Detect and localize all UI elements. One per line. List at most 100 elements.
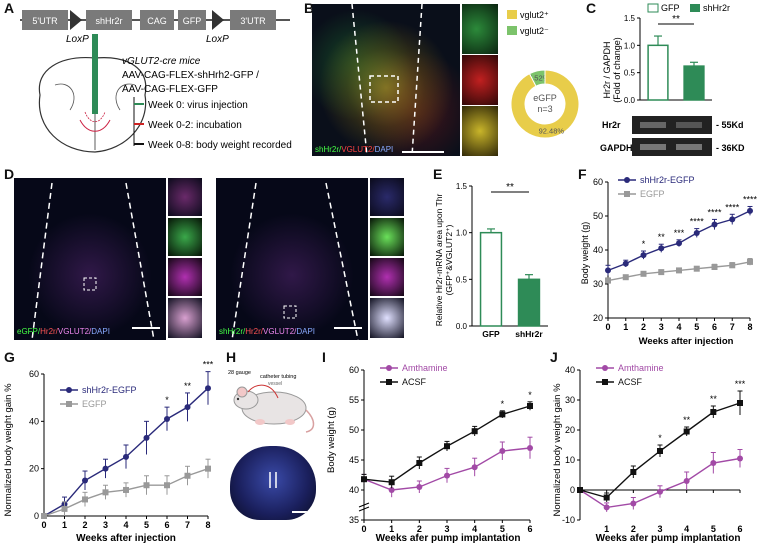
x-tick-label: 3	[657, 524, 662, 534]
data-point	[416, 460, 423, 466]
x-tick-label: 6	[164, 520, 169, 530]
virus-label-1: AAV-CAG-FLEX-shHrh2-GFP /	[122, 70, 259, 81]
panel-label-b: B	[304, 0, 315, 16]
y-tick-label: 1.0	[624, 41, 636, 50]
y-tick-label: 60	[349, 365, 359, 375]
panel-f-chart: Body weight (g) Weeks after injection 20…	[580, 175, 758, 347]
data-point	[657, 448, 663, 454]
stain-label: VGLUT2/	[341, 145, 375, 154]
significance-marker: *	[658, 433, 662, 443]
data-point	[676, 267, 682, 274]
data-point	[676, 240, 682, 247]
data-point	[657, 488, 663, 495]
zoom-box	[369, 75, 399, 103]
data-point	[640, 252, 647, 259]
significance-marker: **	[658, 232, 666, 242]
significance-marker: ****	[743, 194, 758, 204]
bar	[683, 65, 705, 101]
data-point	[388, 487, 395, 493]
legend-label: shHr2r-EGFP	[82, 385, 137, 395]
data-point	[737, 400, 743, 406]
data-point	[640, 270, 647, 277]
y-tick-label: 50	[593, 211, 603, 221]
data-point	[630, 500, 637, 507]
data-point	[164, 482, 170, 489]
y-tick-label: 10	[565, 455, 575, 465]
stain-label: eGFP/	[17, 327, 41, 336]
y-tick-label: 0.0	[624, 96, 636, 105]
y-tick-label: 20	[593, 313, 603, 323]
construct-label: CAG	[147, 16, 167, 26]
blot-label: Hr2r	[602, 120, 621, 130]
x-axis-label: Weeks after injection	[76, 533, 176, 544]
y-tick-label: 40	[349, 485, 359, 495]
tubing-label: catheter tubing	[260, 374, 296, 380]
x-tick-label: 5	[144, 520, 149, 530]
data-point	[471, 428, 478, 435]
data-point	[747, 258, 753, 265]
x-tick-label: 3	[444, 524, 449, 534]
data-point	[693, 230, 700, 236]
x-tick-label: 1	[389, 524, 394, 534]
construct-5utr	[22, 10, 68, 30]
x-tick-label: 4	[684, 524, 689, 534]
stain-label: Hr2r/	[40, 327, 58, 336]
loxp-arrow-right	[212, 10, 224, 30]
legend-marker	[624, 191, 630, 197]
panel-d-micrograph-left: eGFP/Hr2r/VGLUT2/DAPI	[14, 178, 166, 340]
x-tick-label: 7	[730, 322, 735, 332]
data-point	[82, 496, 88, 503]
panel-d-micrograph-right: shHr2r/Hr2r/VGLUT2/DAPI	[216, 178, 368, 340]
axis-break	[358, 506, 370, 512]
data-point	[710, 409, 717, 415]
stain-label: VGLUT2/	[57, 327, 92, 336]
panel-label-h: H	[226, 349, 237, 365]
data-point	[658, 245, 665, 252]
data-point	[605, 267, 611, 274]
legend-label: EGFP	[640, 189, 665, 199]
panel-d-inset	[168, 298, 202, 338]
panel-g-chart: Normalized body weight gain % Weeks afte…	[3, 360, 214, 544]
legend-label: vglut2⁻	[520, 26, 549, 36]
virus-label-2: AAV-CAG-FLEX-GFP	[122, 84, 218, 95]
construct-label: 5'UTR	[32, 16, 58, 26]
legend-marker	[66, 387, 72, 393]
y-tick-label: 60	[29, 369, 39, 379]
data-point	[82, 477, 88, 484]
data-point	[605, 277, 611, 284]
legend-swatch	[507, 26, 517, 35]
panel-label-c: C	[586, 0, 597, 16]
legend-label: shHr2r	[703, 3, 730, 13]
y-tick-label: 20	[29, 464, 39, 474]
injection-needle	[92, 34, 98, 114]
y-tick-label: 0.5	[624, 69, 636, 78]
data-point	[622, 274, 629, 281]
significance-marker: ***	[203, 360, 214, 370]
panel-d-inset	[168, 258, 202, 296]
data-point	[527, 445, 533, 451]
donut-center-label: eGFP	[533, 93, 557, 103]
y-tick-label: 50	[349, 425, 359, 435]
blot-label: GAPDH	[600, 143, 633, 153]
x-tick-label: 2	[417, 524, 422, 534]
panel-g: Normalized body weight gain % Weeks afte…	[0, 350, 225, 545]
panel-label-e: E	[433, 166, 443, 182]
bar	[647, 44, 669, 101]
significance-marker: ****	[707, 207, 722, 217]
zoom-box	[283, 305, 297, 319]
significance-marker: ****	[725, 202, 740, 212]
legend-label: vglut2⁺	[520, 10, 549, 20]
gauge-label: 28 gauge	[228, 370, 251, 376]
stain-label: DAPI	[296, 327, 316, 336]
data-point	[388, 479, 395, 486]
panel-d-inset	[370, 218, 404, 256]
data-point	[102, 489, 109, 496]
timeline-item: Week 0-8: body weight recorded	[148, 140, 292, 151]
panel-d-inset	[168, 178, 202, 216]
significance-marker: **	[710, 394, 718, 404]
x-tick-label: 6	[737, 524, 742, 534]
legend-label: Amthamine	[402, 363, 448, 373]
timeline-item: Week 0: virus injection	[148, 100, 248, 111]
data-point	[143, 434, 150, 441]
stain-label: Hr2r/	[245, 327, 264, 336]
